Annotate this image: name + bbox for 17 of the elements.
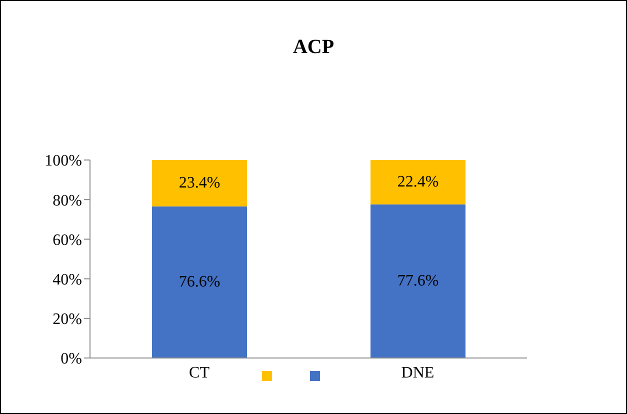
x-tick-label: CT [189, 364, 210, 382]
y-tick-label: 60% [52, 232, 82, 249]
y-tick-label: 0% [60, 350, 82, 368]
y-tick-label: 20% [52, 311, 82, 328]
y-tick-label: 80% [52, 192, 82, 210]
y-tick-label: 100% [44, 152, 82, 170]
data-label: 22.4% [397, 174, 439, 191]
x-tick-label: DNE [401, 364, 434, 382]
bar [370, 160, 466, 204]
data-label: 76.6% [178, 274, 220, 291]
data-label: 77.6% [397, 272, 439, 290]
bar [152, 160, 247, 206]
chart-title: ACP [292, 36, 336, 59]
data-label: 23.4% [178, 174, 220, 192]
bar [370, 204, 466, 358]
y-tick-label: 40% [52, 271, 82, 288]
bar [152, 206, 247, 358]
